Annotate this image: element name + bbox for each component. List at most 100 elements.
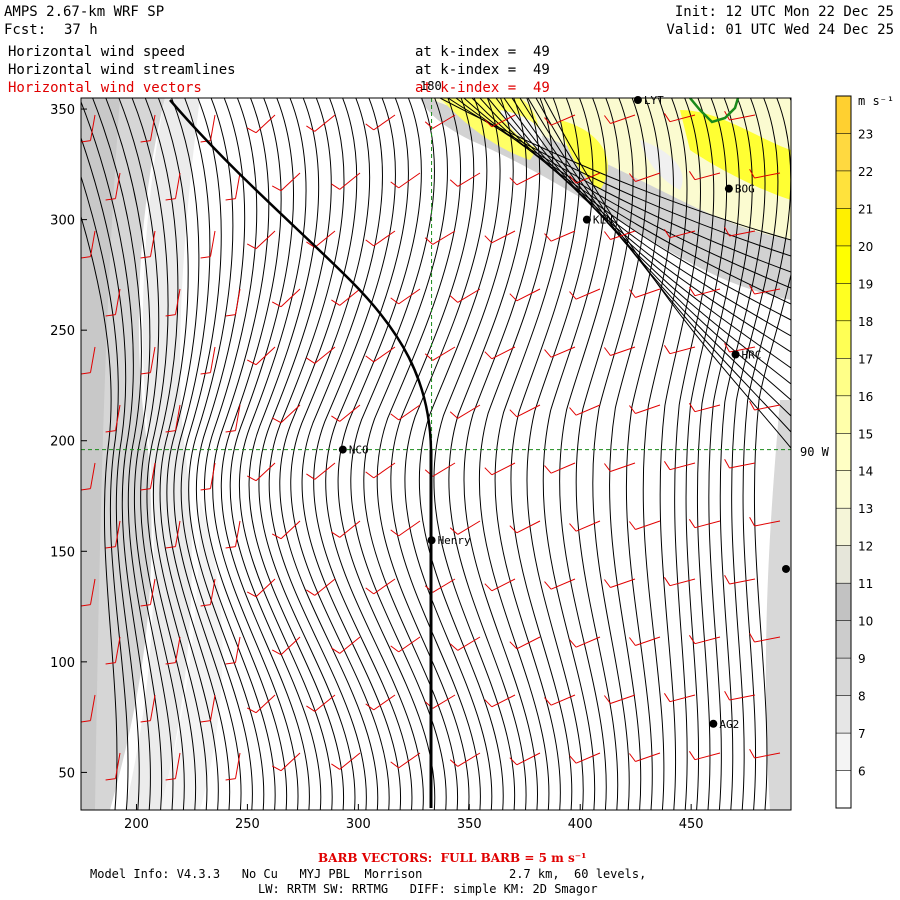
wind-barb bbox=[610, 462, 636, 472]
wind-barb bbox=[398, 752, 421, 769]
wind-barb bbox=[280, 172, 301, 192]
wind-barb-flag bbox=[81, 604, 91, 607]
wind-barb-flag bbox=[484, 583, 493, 592]
streamline-ne bbox=[463, 98, 791, 289]
wind-barb bbox=[398, 288, 421, 305]
wind-barb-flag bbox=[688, 519, 696, 528]
x-tick-label: 450 bbox=[679, 817, 704, 832]
wind-barb-flag bbox=[569, 291, 577, 300]
field-name-vectors: Horizontal wind vectors bbox=[8, 80, 202, 96]
wind-barb-flag bbox=[140, 488, 151, 491]
wind-barb bbox=[550, 230, 576, 242]
wind-barb bbox=[150, 346, 156, 373]
wind-barb bbox=[373, 462, 396, 479]
streamline-ne bbox=[447, 98, 791, 257]
wind-barb-flag bbox=[390, 529, 400, 537]
wind-barb bbox=[115, 288, 121, 315]
streamline-ne bbox=[439, 98, 791, 241]
wind-barb-flag bbox=[105, 430, 116, 433]
wind-barb-flag bbox=[246, 591, 257, 598]
wind-barb bbox=[432, 462, 456, 477]
colorbar-label: 15 bbox=[858, 427, 873, 441]
wind-barb bbox=[550, 114, 576, 126]
wind-barb-flag bbox=[484, 235, 493, 244]
wind-barb bbox=[610, 694, 636, 704]
wind-barb bbox=[669, 114, 696, 123]
colorbar-swatch bbox=[836, 695, 851, 734]
wind-barb-flag bbox=[81, 720, 91, 723]
wind-barb bbox=[175, 404, 181, 431]
colorbar-label: 16 bbox=[858, 390, 873, 404]
wind-barb-flag bbox=[724, 690, 730, 701]
coastline bbox=[689, 98, 740, 124]
wind-barb-flag bbox=[688, 635, 696, 644]
meridian-label: 180 bbox=[420, 79, 442, 93]
colorbar-unit: m s⁻¹ bbox=[858, 94, 895, 108]
wind-barb-flag bbox=[544, 233, 552, 242]
colorbar-swatch bbox=[836, 733, 851, 771]
streamline bbox=[325, 98, 424, 810]
wind-barb-flag bbox=[509, 177, 518, 186]
wind-barb-flag bbox=[306, 357, 316, 364]
colorbar-swatch bbox=[836, 358, 851, 396]
shade-ne-white-2 bbox=[640, 140, 683, 190]
wind-barb-flag bbox=[629, 521, 636, 530]
wind-barb bbox=[210, 230, 216, 257]
wind-barb bbox=[491, 462, 516, 476]
wind-barb bbox=[210, 694, 216, 721]
colorbar-swatch bbox=[836, 433, 851, 471]
wind-barb bbox=[575, 288, 601, 300]
wind-barb bbox=[90, 230, 96, 257]
colorbar-label: 8 bbox=[858, 690, 866, 704]
colorbar-swatch bbox=[836, 320, 851, 359]
station-marker bbox=[582, 215, 591, 224]
wind-barb bbox=[339, 172, 361, 190]
axis-ticks: 200 250 300 350 400 450 350 300 250 200 150 100 50 bbox=[50, 103, 703, 832]
wind-barb-flag bbox=[331, 299, 341, 306]
wind-barb bbox=[280, 288, 301, 308]
wind-barb-flag bbox=[449, 643, 459, 651]
wind-barb bbox=[729, 114, 756, 121]
wind-barb bbox=[314, 230, 336, 248]
wind-barb bbox=[314, 462, 336, 480]
colorbar-label: 20 bbox=[858, 240, 873, 254]
wind-barbs bbox=[81, 110, 781, 781]
wind-barb bbox=[669, 694, 696, 703]
wind-barb-flag bbox=[140, 256, 151, 259]
wind-barb bbox=[694, 752, 721, 761]
streamline bbox=[731, 98, 779, 810]
wind-barb bbox=[516, 520, 541, 534]
wind-barb-flag bbox=[306, 125, 316, 132]
wind-barb-flag bbox=[271, 765, 282, 772]
station-label: KLN bbox=[593, 214, 613, 227]
streamline bbox=[708, 98, 753, 810]
wind-barb-flag bbox=[306, 705, 316, 712]
wind-barb bbox=[432, 114, 456, 129]
wind-barb bbox=[575, 520, 601, 532]
streamline bbox=[350, 98, 447, 810]
wind-barb bbox=[669, 462, 696, 471]
colorbar-label: 11 bbox=[858, 577, 873, 591]
wind-barb-flag bbox=[365, 239, 375, 247]
x-tick-label: 400 bbox=[568, 817, 593, 832]
wind-barb-flag bbox=[449, 759, 459, 767]
field-name-speed: Horizontal wind speed bbox=[8, 44, 186, 60]
wind-barb-flag bbox=[165, 430, 176, 433]
streamline bbox=[526, 98, 594, 810]
streamline bbox=[105, 98, 174, 810]
colorbar-label: 10 bbox=[858, 615, 873, 629]
y-tick-label: 350 bbox=[50, 103, 75, 118]
x-tick-label: 300 bbox=[346, 817, 371, 832]
colorbar: 6 7 8 9 10 11 12 13 14 15 16 17 18 19 20 21 22 23 bbox=[835, 95, 873, 809]
wind-barb bbox=[457, 520, 481, 535]
wind-barb bbox=[339, 520, 361, 538]
streamline bbox=[301, 98, 402, 810]
wind-barb bbox=[754, 288, 781, 295]
streamline-ne bbox=[527, 98, 791, 417]
streamline bbox=[390, 98, 481, 810]
streamline bbox=[290, 98, 390, 810]
wind-barb bbox=[314, 694, 336, 712]
wind-barb bbox=[90, 694, 96, 721]
wind-barb bbox=[150, 694, 156, 721]
